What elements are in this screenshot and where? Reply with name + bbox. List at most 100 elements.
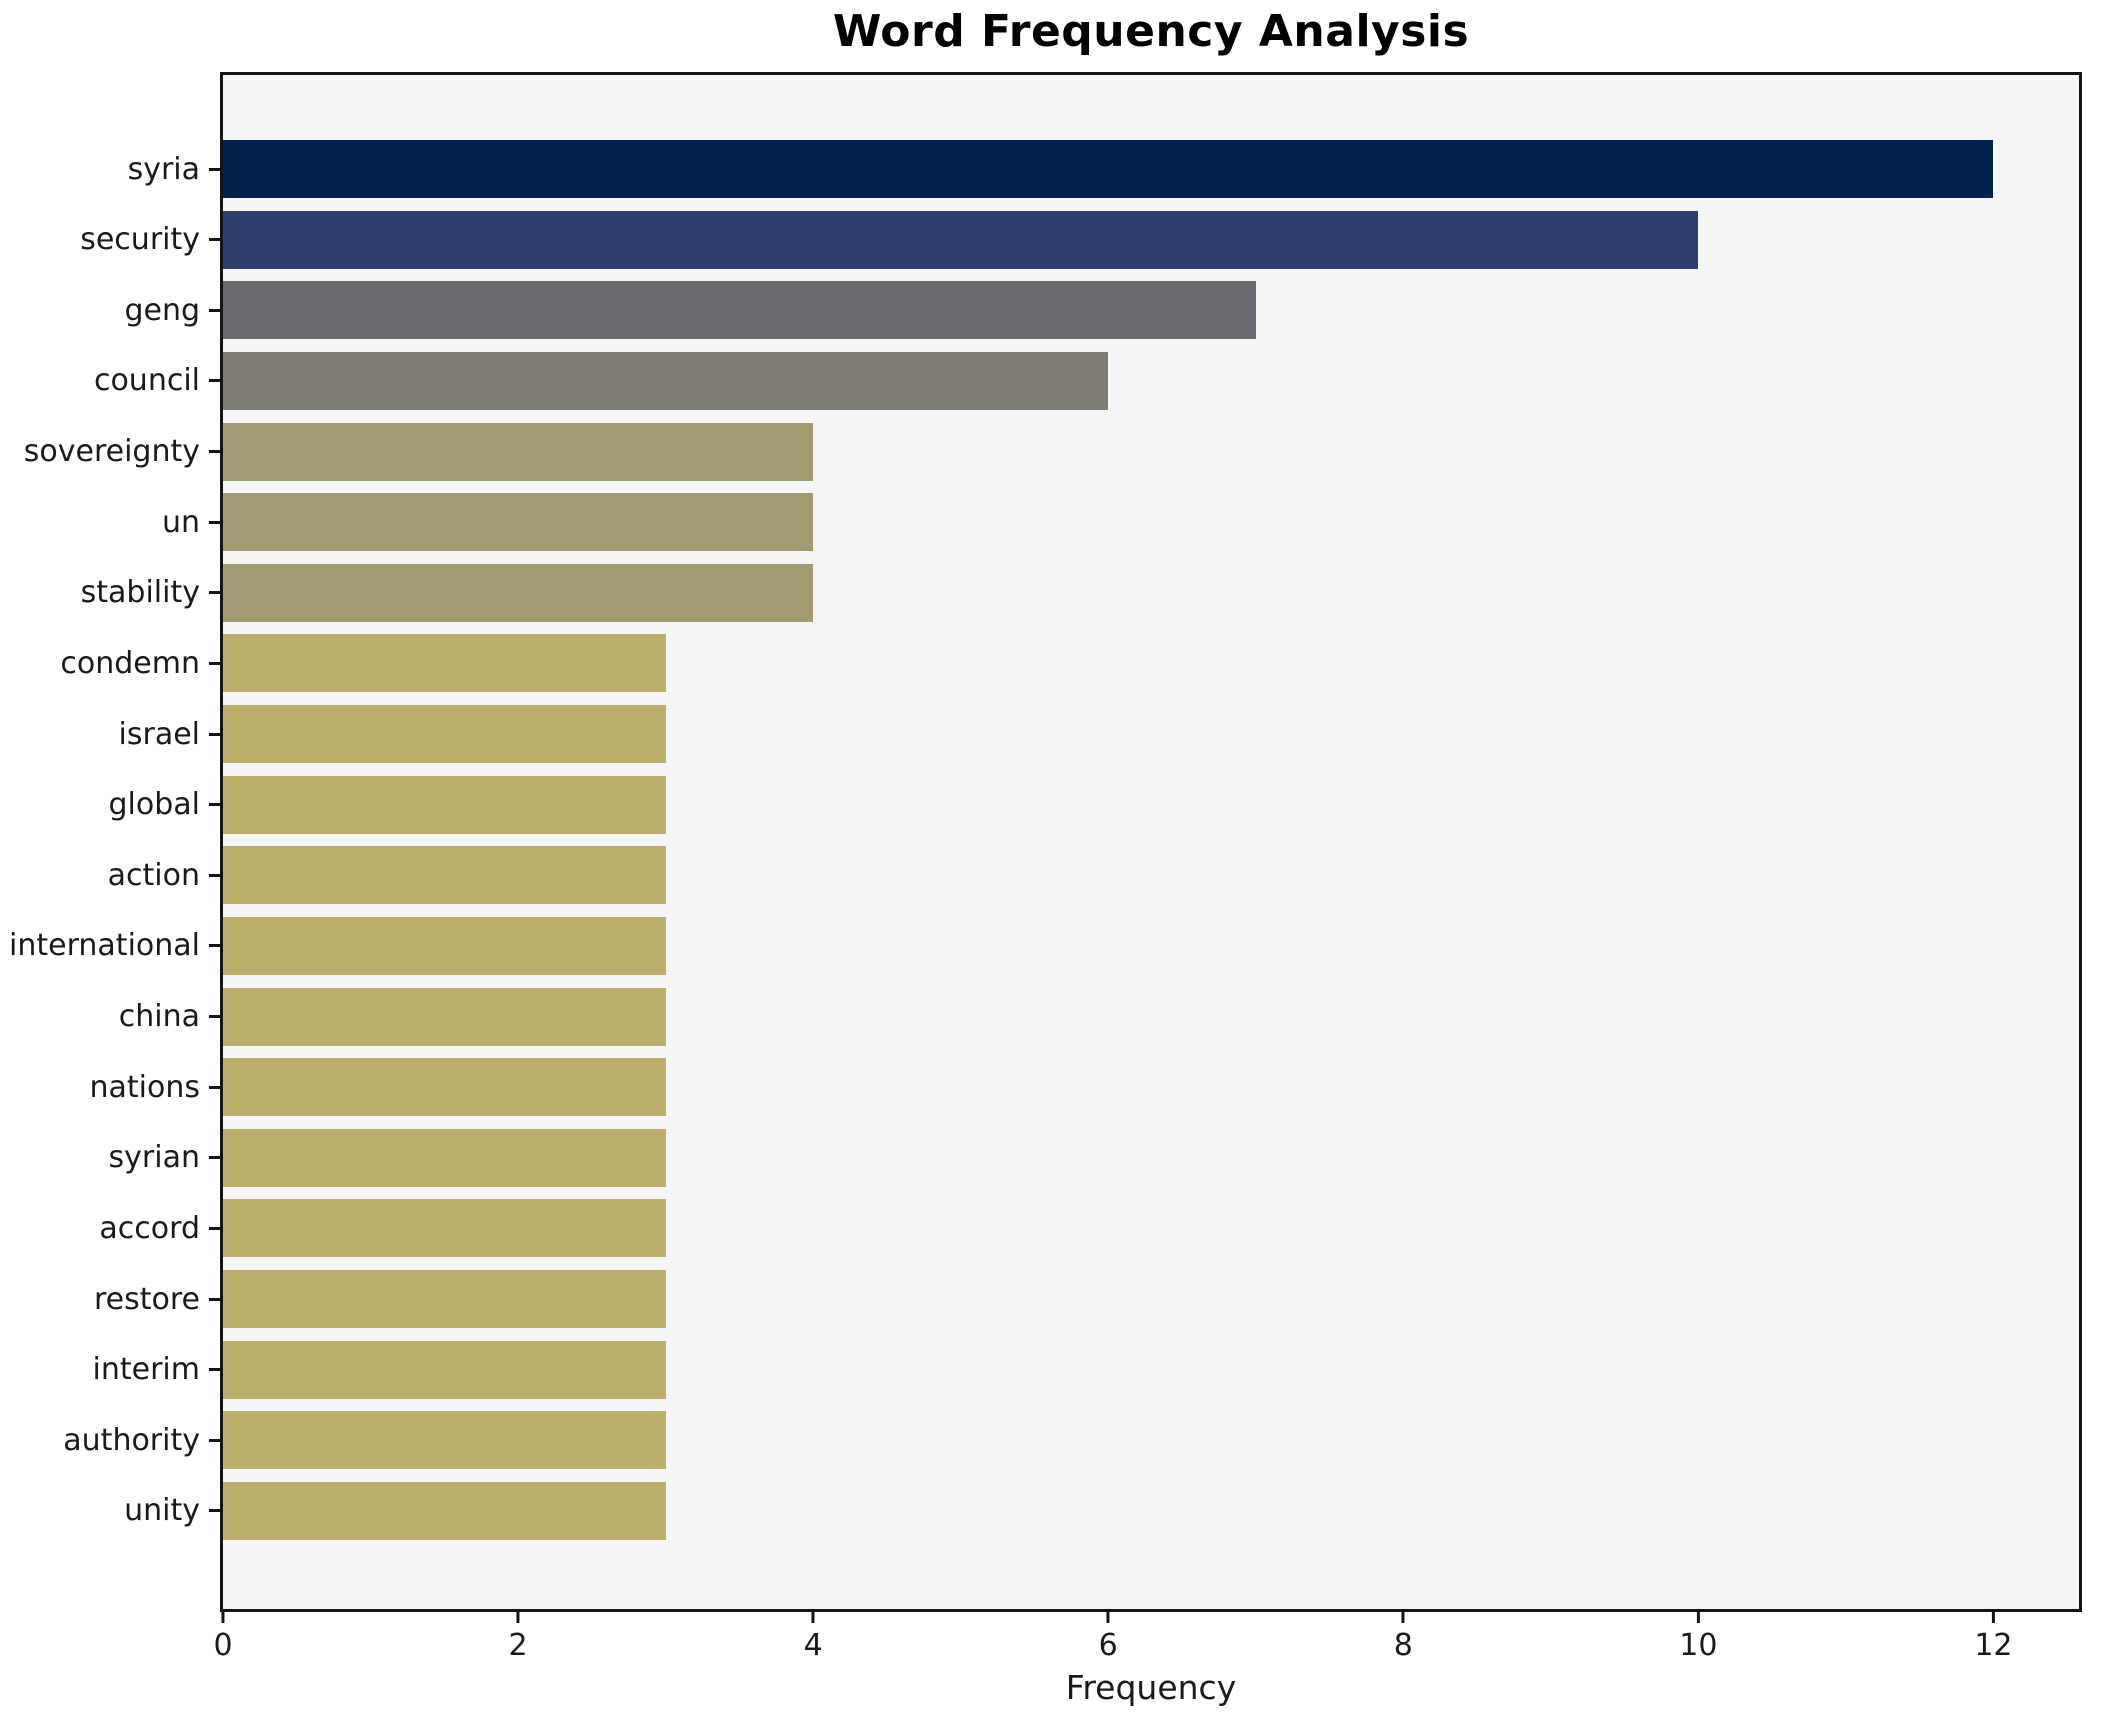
- y-tick-label-syria: syria: [127, 151, 200, 187]
- bar-row-accord: [223, 1199, 2079, 1258]
- x-tick-4: 4: [804, 1612, 823, 1663]
- y-tick-row-sovereignty: sovereignty: [0, 423, 220, 481]
- x-tick-0: 0: [213, 1612, 233, 1663]
- x-tick-8: 8: [1394, 1612, 1413, 1663]
- y-tick-mark: [209, 1509, 220, 1513]
- bar-council: [223, 351, 1109, 410]
- bar-row-syria: [223, 140, 2079, 198]
- y-tick-label-nations: nations: [89, 1069, 201, 1105]
- x-axis-ticks: 0 2 4 6 8 10 12: [213, 1612, 2079, 1682]
- x-tick-mark: [516, 1612, 520, 1623]
- bar-international: [223, 916, 666, 975]
- y-tick-row-nations: nations: [0, 1058, 220, 1116]
- x-tick-label-0: 0: [213, 1628, 233, 1663]
- bar-security: [223, 210, 1699, 269]
- y-tick-label-stability: stability: [80, 575, 200, 611]
- bar-row-israel: [223, 705, 2079, 763]
- y-tick-row-interim: interim: [0, 1341, 220, 1399]
- bar-row-international: [223, 916, 2079, 975]
- bar-row-syrian: [223, 1128, 2079, 1187]
- y-tick-row-syria: syria: [0, 140, 220, 198]
- bar-syria: [223, 140, 1994, 198]
- y-tick-mark: [209, 1156, 220, 1160]
- bar-row-condemn: [223, 634, 2079, 693]
- y-tick-label-action: action: [107, 857, 200, 893]
- bar-row-geng: [223, 281, 2079, 340]
- y-tick-row-action: action: [0, 846, 220, 904]
- y-tick-row-international: international: [0, 917, 220, 975]
- bar-row-restore: [223, 1270, 2079, 1328]
- x-tick-12: 12: [1974, 1612, 2013, 1663]
- y-tick-label-security: security: [80, 222, 200, 258]
- y-tick-mark: [209, 1085, 220, 1089]
- bar-row-council: [223, 351, 2079, 410]
- bars-container: [223, 140, 2079, 1540]
- y-tick-row-stability: stability: [0, 564, 220, 622]
- y-tick-label-global: global: [108, 787, 201, 823]
- y-tick-row-restore: restore: [0, 1270, 220, 1328]
- y-tick-label-accord: accord: [99, 1210, 200, 1246]
- y-tick-mark: [209, 1438, 220, 1442]
- y-tick-mark: [209, 661, 220, 665]
- y-tick-row-china: china: [0, 988, 220, 1046]
- y-tick-row-geng: geng: [0, 281, 220, 339]
- y-tick-mark: [209, 167, 220, 171]
- plot-area: [220, 72, 2082, 1612]
- y-axis-labels: syria security geng council sovereignty un sta…: [0, 140, 220, 1540]
- y-tick-label-israel: israel: [118, 716, 200, 752]
- y-tick-row-authority: authority: [0, 1411, 220, 1469]
- bar-action: [223, 846, 666, 905]
- y-tick-row-condemn: condemn: [0, 634, 220, 692]
- y-tick-mark: [209, 238, 220, 242]
- y-tick-mark: [209, 1368, 220, 1372]
- bar-interim: [223, 1340, 666, 1399]
- x-tick-label-4: 4: [803, 1628, 823, 1663]
- y-tick-label-un: un: [161, 504, 200, 540]
- x-tick-6: 6: [1099, 1612, 1118, 1663]
- y-tick-mark: [209, 732, 220, 736]
- bar-row-un: [223, 493, 2079, 552]
- x-tick-label-10: 10: [1679, 1628, 1718, 1663]
- y-tick-row-accord: accord: [0, 1199, 220, 1257]
- x-tick-mark: [221, 1612, 225, 1623]
- x-tick-label-2: 2: [508, 1628, 528, 1663]
- y-tick-label-international: international: [9, 928, 200, 964]
- bar-restore: [223, 1270, 666, 1328]
- x-axis-title: Frequency: [1065, 1668, 1237, 1707]
- bar-row-sovereignty: [223, 422, 2079, 481]
- bar-row-action: [223, 846, 2079, 905]
- bar-un: [223, 493, 814, 552]
- bar-unity: [223, 1481, 666, 1540]
- y-tick-mark: [209, 379, 220, 383]
- y-tick-mark: [209, 944, 220, 948]
- y-tick-mark: [209, 803, 220, 807]
- y-tick-label-restore: restore: [93, 1281, 200, 1317]
- x-tick-10: 10: [1679, 1612, 1717, 1663]
- y-tick-label-geng: geng: [124, 292, 200, 328]
- y-tick-row-council: council: [0, 352, 220, 410]
- bar-global: [223, 775, 666, 834]
- bar-row-stability: [223, 563, 2079, 622]
- bar-stability: [223, 563, 814, 622]
- y-tick-mark: [209, 1297, 220, 1301]
- y-tick-mark: [209, 450, 220, 453]
- y-tick-mark: [209, 873, 220, 877]
- bar-authority: [223, 1411, 666, 1470]
- y-tick-row-unity: unity: [0, 1482, 220, 1540]
- y-tick-mark: [209, 308, 220, 312]
- bar-condemn: [223, 634, 666, 693]
- x-tick-mark: [1401, 1612, 1405, 1623]
- x-tick-label-12: 12: [1974, 1628, 2013, 1663]
- bar-row-unity: [223, 1481, 2079, 1540]
- bar-row-china: [223, 987, 2079, 1046]
- bar-row-interim: [223, 1340, 2079, 1399]
- x-tick-mark: [1696, 1612, 1700, 1623]
- x-tick-2: 2: [509, 1612, 528, 1663]
- y-tick-label-china: china: [118, 999, 200, 1034]
- x-tick-label-6: 6: [1098, 1628, 1118, 1663]
- x-tick-mark: [1991, 1612, 1995, 1623]
- y-tick-row-global: global: [0, 776, 220, 834]
- bar-syrian: [223, 1128, 666, 1187]
- bar-israel: [223, 705, 666, 763]
